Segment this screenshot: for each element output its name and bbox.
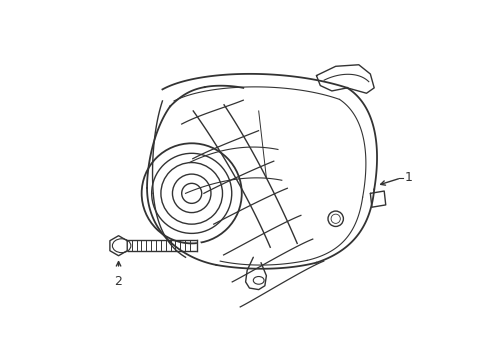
Text: 2: 2 bbox=[114, 275, 122, 288]
Text: 1: 1 bbox=[404, 171, 412, 184]
